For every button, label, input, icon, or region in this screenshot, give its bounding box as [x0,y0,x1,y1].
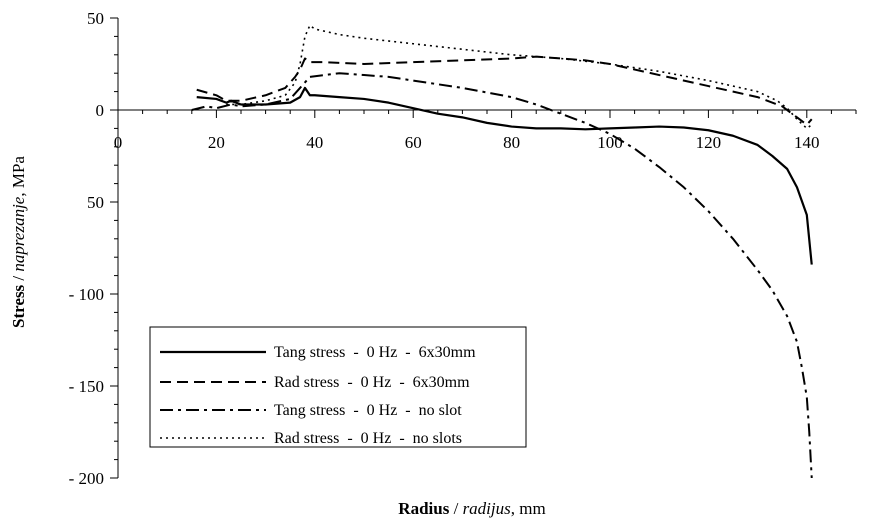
x-tick-label: 120 [696,133,722,152]
series-line-4 [226,24,813,130]
series-line-2 [196,55,813,126]
legend-box [149,326,527,448]
series-line-1 [196,86,813,265]
axes [110,17,857,479]
x-tick-label: 140 [794,133,820,152]
legend-label-2: Rad stress - 0 Hz - 6x30mm [274,374,470,391]
y-tick-label: 0 [96,101,105,120]
x-tick-label: 20 [208,133,225,152]
y-axis-title-sep: / [9,272,28,285]
series-line-3 [191,72,813,479]
y-tick-label: - 100 [69,285,104,304]
x-axis-title-unit: , mm [511,499,546,518]
x-tick-label: 0 [114,133,123,152]
x-axis-title-italic: radijus [463,499,512,518]
y-tick-label: - 200 [69,469,104,488]
x-tick-label: 60 [405,133,422,152]
legend-label-3: Tang stress - 0 Hz - no slot [274,402,462,419]
x-tick-label: 100 [597,133,623,152]
legend-label-4: Rad stress - 0 Hz - no slots [274,430,462,447]
series-lines [191,24,813,479]
x-tick-label: 40 [306,133,323,152]
legend-label-1: Tang stress - 0 Hz - 6x30mm [274,344,476,361]
tick-labels: 50 0 50 - 100 - 150 - 200 0 20 40 60 80 100 120 140 [69,9,820,488]
y-axis-title-unit: , MPa [9,156,28,197]
x-axis-title-sep: / [449,499,462,518]
x-tick-label: 80 [503,133,520,152]
x-axis-title: Radius / radijus, mm [398,499,545,518]
y-tick-label: - 150 [69,377,104,396]
y-tick-label: 50 [87,9,104,28]
legend: Tang stress - 0 Hz - 6x30mm Rad stress - … [149,326,527,448]
y-axis-title-italic: naprezanje [9,196,28,271]
y-axis-title-bold: Stress [9,284,28,328]
x-axis-title-bold: Radius [398,499,449,518]
legend-items: Tang stress - 0 Hz - 6x30mm Rad stress - … [160,344,476,447]
y-tick-label: 50 [87,193,104,212]
y-axis-title: Stress / naprezanje, MPa [9,156,28,328]
